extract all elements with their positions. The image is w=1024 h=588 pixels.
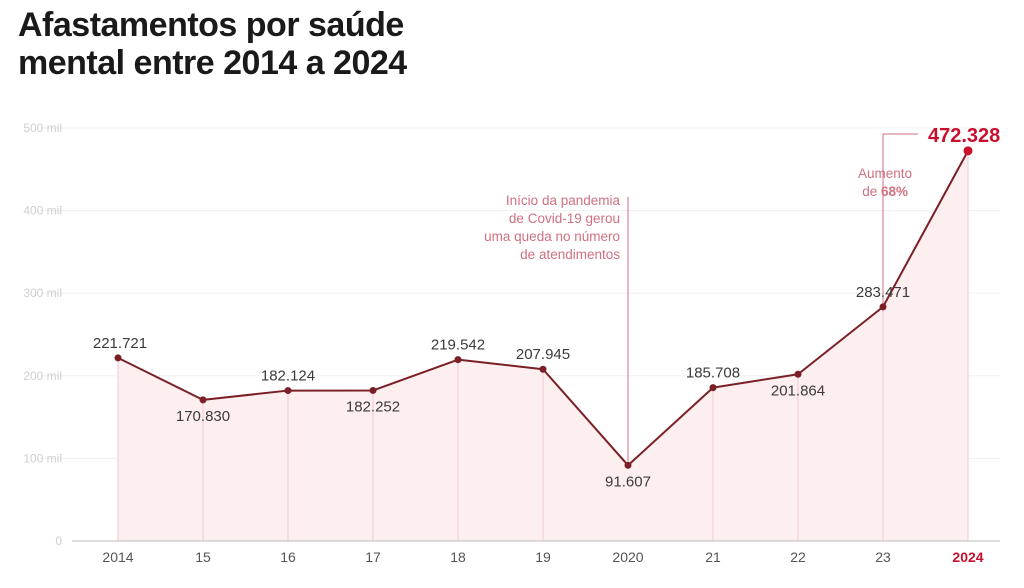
pandemic-annotation-text: de Covid-19 gerou — [509, 211, 620, 226]
data-point — [454, 356, 462, 364]
data-label: 207.945 — [516, 346, 570, 363]
data-point — [284, 387, 292, 395]
pandemic-annotation-text: Início da pandemia — [506, 193, 621, 208]
data-point — [963, 146, 973, 156]
data-label: 221.721 — [93, 335, 147, 352]
data-label: 283.471 — [856, 284, 910, 301]
data-point — [369, 386, 377, 394]
axes-layer: 0 100 mil 200 mil 300 mil 400 mil 500 mil 2014… — [23, 121, 1000, 565]
data-point — [879, 303, 887, 311]
data-label: 201.864 — [771, 382, 825, 399]
x-tick-label: 17 — [365, 549, 381, 565]
data-label: 185.708 — [686, 365, 740, 382]
data-point — [794, 370, 802, 378]
increase-annotation-text: Aumento — [858, 166, 912, 181]
data-labels-layer: 221.721 170.830 182.124 182.252 219.542 207.9… — [93, 125, 1000, 490]
y-tick-label: 100 mil — [23, 451, 62, 465]
data-label: 182.252 — [346, 398, 400, 415]
x-tick-label: 16 — [280, 549, 296, 565]
data-label: 182.124 — [261, 368, 315, 385]
increase-bracket — [882, 133, 918, 307]
data-label: 472.328 — [928, 125, 1000, 147]
increase-annotation-value: de 68% — [862, 184, 908, 199]
x-tick-label: 23 — [875, 549, 891, 565]
x-tick-label: 2014 — [102, 549, 133, 565]
y-tick-label: 300 mil — [23, 286, 62, 300]
y-tick-label: 200 mil — [23, 369, 62, 383]
data-label: 219.542 — [431, 337, 485, 354]
data-point — [539, 365, 547, 373]
chart-title-line-2: mental entre 2014 a 2024 — [18, 44, 407, 82]
pandemic-annotation-text: de atendimentos — [520, 247, 620, 262]
chart-title-line-1: Afastamentos por saúde — [18, 6, 404, 44]
data-label: 91.607 — [605, 473, 651, 490]
data-point — [199, 396, 207, 404]
x-tick-label: 19 — [535, 549, 551, 565]
data-label: 170.830 — [176, 408, 230, 425]
drop-lines-layer — [117, 150, 969, 541]
y-tick-label: 0 — [55, 534, 62, 548]
y-tick-label: 500 mil — [23, 121, 62, 135]
data-point — [709, 384, 717, 392]
area-fill — [118, 150, 968, 542]
data-point — [114, 354, 122, 362]
pandemic-annotation-text: uma queda no número — [484, 229, 620, 244]
x-tick-label: 2024 — [952, 549, 983, 565]
x-tick-label: 2020 — [612, 549, 643, 565]
chart-title: Afastamentos por saúde mental entre 2014… — [18, 6, 407, 82]
x-tick-label: 21 — [705, 549, 721, 565]
x-tick-label: 15 — [195, 549, 211, 565]
annotations-layer: Início da pandemia de Covid-19 gerou uma q… — [484, 133, 918, 466]
data-points-layer — [114, 146, 973, 469]
data-point — [624, 461, 632, 469]
x-tick-label: 22 — [790, 549, 806, 565]
x-tick-label: 18 — [450, 549, 466, 565]
area-layer — [118, 150, 968, 542]
y-tick-label: 400 mil — [23, 204, 62, 218]
